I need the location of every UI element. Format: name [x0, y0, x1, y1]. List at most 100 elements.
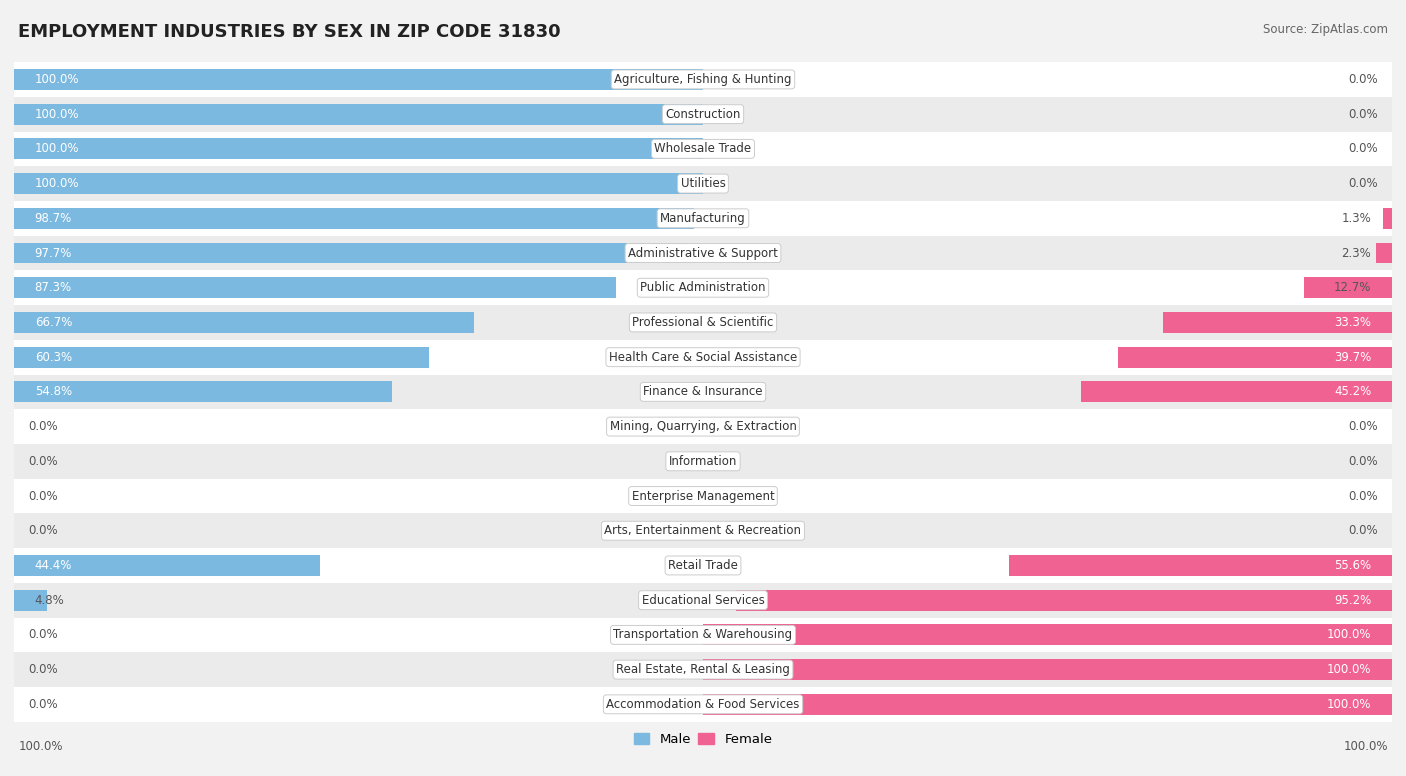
Text: 66.7%: 66.7%	[35, 316, 72, 329]
Bar	[1384, 208, 1392, 229]
Text: 100.0%: 100.0%	[35, 108, 79, 120]
Bar	[14, 312, 474, 333]
Text: 95.2%: 95.2%	[1334, 594, 1371, 607]
Text: 0.0%: 0.0%	[1348, 525, 1378, 537]
Text: Construction: Construction	[665, 108, 741, 120]
Bar	[14, 409, 1392, 444]
Bar	[14, 687, 1392, 722]
Text: Arts, Entertainment & Recreation: Arts, Entertainment & Recreation	[605, 525, 801, 537]
Text: Educational Services: Educational Services	[641, 594, 765, 607]
Bar	[14, 375, 1392, 409]
Text: Utilities: Utilities	[681, 177, 725, 190]
Text: 87.3%: 87.3%	[35, 281, 72, 294]
Text: 100.0%: 100.0%	[18, 740, 63, 753]
Legend: Male, Female: Male, Female	[628, 727, 778, 751]
Text: 45.2%: 45.2%	[1334, 386, 1371, 398]
Text: 0.0%: 0.0%	[28, 629, 58, 642]
Bar	[14, 69, 703, 90]
Text: 100.0%: 100.0%	[1327, 629, 1371, 642]
Bar	[14, 479, 1392, 514]
Text: EMPLOYMENT INDUSTRIES BY SEX IN ZIP CODE 31830: EMPLOYMENT INDUSTRIES BY SEX IN ZIP CODE…	[18, 23, 561, 41]
Text: Information: Information	[669, 455, 737, 468]
Text: Source: ZipAtlas.com: Source: ZipAtlas.com	[1263, 23, 1388, 36]
Text: 100.0%: 100.0%	[1327, 698, 1371, 711]
Text: 0.0%: 0.0%	[28, 663, 58, 676]
Bar	[14, 131, 1392, 166]
Text: 1.3%: 1.3%	[1341, 212, 1371, 225]
Bar	[14, 236, 1392, 270]
Text: 0.0%: 0.0%	[1348, 108, 1378, 120]
Bar	[14, 270, 1392, 305]
Text: Mining, Quarrying, & Extraction: Mining, Quarrying, & Extraction	[610, 420, 796, 433]
Text: 0.0%: 0.0%	[1348, 142, 1378, 155]
Text: Enterprise Management: Enterprise Management	[631, 490, 775, 503]
Bar	[703, 659, 1392, 680]
Text: 0.0%: 0.0%	[1348, 73, 1378, 86]
Text: 54.8%: 54.8%	[35, 386, 72, 398]
Bar	[14, 382, 392, 402]
Text: Wholesale Trade: Wholesale Trade	[654, 142, 752, 155]
Text: Professional & Scientific: Professional & Scientific	[633, 316, 773, 329]
Bar	[14, 97, 1392, 131]
Bar	[14, 62, 1392, 97]
Text: Transportation & Warehousing: Transportation & Warehousing	[613, 629, 793, 642]
Bar	[1376, 243, 1392, 263]
Bar	[14, 340, 1392, 375]
Text: Manufacturing: Manufacturing	[661, 212, 745, 225]
Text: 100.0%: 100.0%	[35, 142, 79, 155]
Bar	[14, 514, 1392, 548]
Text: Finance & Insurance: Finance & Insurance	[644, 386, 762, 398]
Bar	[14, 277, 616, 298]
Bar	[1081, 382, 1392, 402]
Bar	[1118, 347, 1392, 368]
Text: 100.0%: 100.0%	[35, 73, 79, 86]
Bar	[1010, 555, 1392, 576]
Text: Retail Trade: Retail Trade	[668, 559, 738, 572]
Text: Public Administration: Public Administration	[640, 281, 766, 294]
Text: Administrative & Support: Administrative & Support	[628, 247, 778, 259]
Bar	[14, 208, 695, 229]
Text: 44.4%: 44.4%	[35, 559, 72, 572]
Text: 98.7%: 98.7%	[35, 212, 72, 225]
Text: 100.0%: 100.0%	[1343, 740, 1388, 753]
Bar	[1163, 312, 1392, 333]
Text: 12.7%: 12.7%	[1334, 281, 1371, 294]
Bar	[14, 173, 703, 194]
Bar	[703, 625, 1392, 646]
Text: 100.0%: 100.0%	[35, 177, 79, 190]
Text: 0.0%: 0.0%	[1348, 177, 1378, 190]
Text: Accommodation & Food Services: Accommodation & Food Services	[606, 698, 800, 711]
Text: 55.6%: 55.6%	[1334, 559, 1371, 572]
Bar	[14, 555, 321, 576]
Bar	[14, 104, 703, 125]
Bar	[14, 201, 1392, 236]
Text: 0.0%: 0.0%	[28, 698, 58, 711]
Text: Health Care & Social Assistance: Health Care & Social Assistance	[609, 351, 797, 364]
Text: Agriculture, Fishing & Hunting: Agriculture, Fishing & Hunting	[614, 73, 792, 86]
Bar	[14, 653, 1392, 687]
Bar	[14, 583, 1392, 618]
Bar	[703, 694, 1392, 715]
Bar	[737, 590, 1392, 611]
Text: Real Estate, Rental & Leasing: Real Estate, Rental & Leasing	[616, 663, 790, 676]
Text: 2.3%: 2.3%	[1341, 247, 1371, 259]
Bar	[14, 444, 1392, 479]
Bar	[14, 548, 1392, 583]
Text: 60.3%: 60.3%	[35, 351, 72, 364]
Bar	[14, 590, 48, 611]
Bar	[14, 305, 1392, 340]
Bar	[14, 347, 429, 368]
Text: 0.0%: 0.0%	[28, 455, 58, 468]
Bar	[1305, 277, 1392, 298]
Bar	[14, 166, 1392, 201]
Bar	[14, 138, 703, 159]
Text: 0.0%: 0.0%	[28, 420, 58, 433]
Text: 0.0%: 0.0%	[1348, 455, 1378, 468]
Text: 97.7%: 97.7%	[35, 247, 72, 259]
Text: 100.0%: 100.0%	[1327, 663, 1371, 676]
Bar	[14, 243, 688, 263]
Text: 4.8%: 4.8%	[35, 594, 65, 607]
Text: 0.0%: 0.0%	[28, 490, 58, 503]
Text: 0.0%: 0.0%	[1348, 420, 1378, 433]
Bar	[14, 618, 1392, 653]
